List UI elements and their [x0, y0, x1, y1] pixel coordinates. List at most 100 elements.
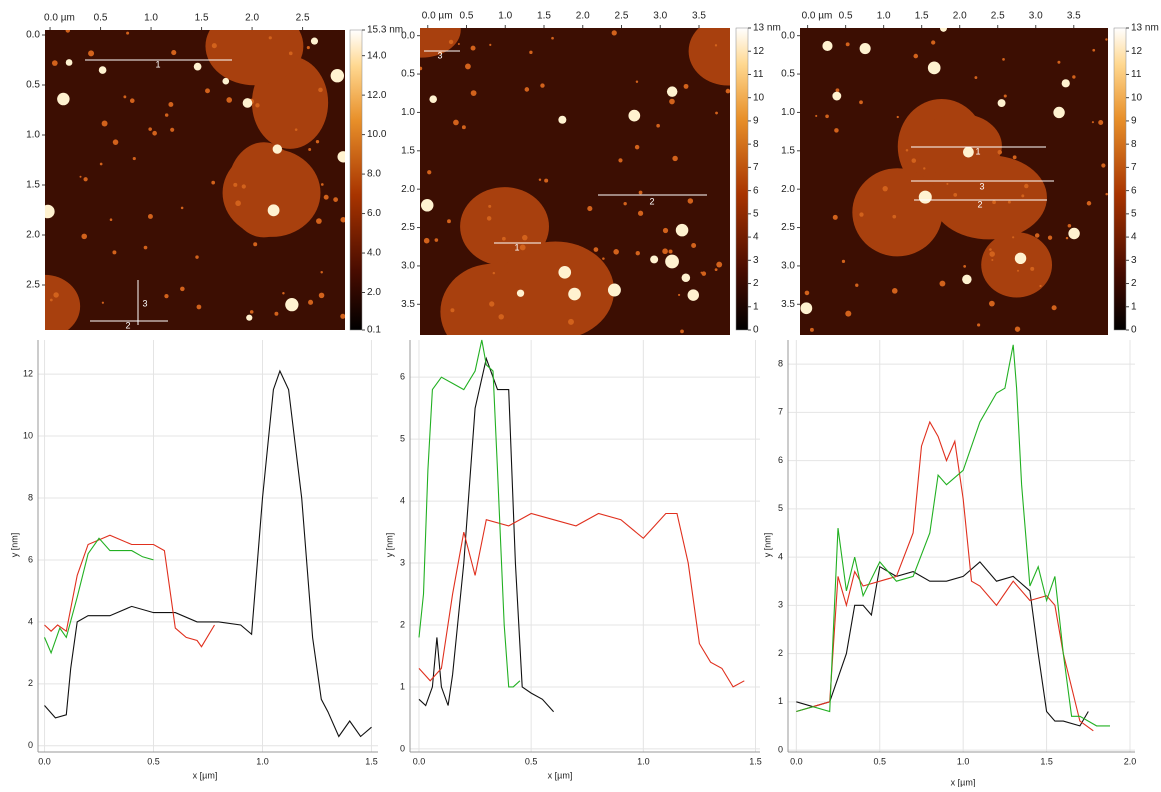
- y-tick-label: 5: [778, 503, 783, 513]
- particle: [891, 288, 898, 294]
- profile-label: 2: [649, 196, 654, 206]
- particle: [1105, 192, 1108, 196]
- particle: [923, 167, 926, 170]
- particle: [1091, 121, 1094, 124]
- particle: [687, 198, 694, 204]
- colorbar-label: 13 nm: [1131, 23, 1159, 34]
- particle: [905, 148, 909, 152]
- particle: [714, 268, 718, 272]
- x-tick-label: 1.5: [915, 11, 929, 22]
- particle: [1012, 236, 1015, 239]
- particle: [427, 170, 432, 175]
- colorbar-label: 8: [753, 139, 759, 150]
- particle: [1053, 106, 1065, 119]
- particle: [461, 125, 466, 130]
- x-tick-label: 1.5: [365, 756, 378, 766]
- particle: [57, 92, 70, 106]
- particle: [323, 194, 329, 200]
- x-tick-label: 0.5: [94, 13, 108, 24]
- particle: [683, 83, 689, 89]
- x-tick-label: 2.0: [245, 13, 259, 24]
- particle: [841, 259, 846, 264]
- x-tick-label: 0.5: [839, 11, 853, 22]
- particle: [634, 144, 640, 150]
- colorbar-label: 2: [1131, 278, 1137, 289]
- particle: [637, 210, 644, 216]
- colorbar-label: 2.0: [367, 287, 381, 298]
- colorbar-label: 4: [753, 232, 759, 243]
- particle: [180, 286, 185, 292]
- x-tick-label: 2.0: [1124, 756, 1137, 766]
- island: [496, 241, 615, 335]
- particle: [931, 40, 936, 45]
- particle: [235, 200, 241, 207]
- colorbar-label: 3: [753, 255, 759, 266]
- x-tick-label: 1.0: [498, 11, 512, 22]
- colorbar-label: 5: [753, 208, 759, 219]
- particle: [222, 77, 230, 85]
- profile-curve: [418, 512, 745, 688]
- y-tick-label: 1.5: [401, 145, 415, 156]
- particle: [1014, 326, 1021, 332]
- particle: [211, 180, 216, 185]
- x-tick-label: 0.0 µm: [44, 13, 75, 24]
- x-tick-label: 1.5: [195, 13, 209, 24]
- particle: [53, 292, 59, 298]
- colorbar-label: 7: [753, 162, 759, 173]
- y-tick-label: 8: [778, 358, 783, 368]
- particle: [101, 301, 104, 304]
- x-axis-label: x [µm]: [548, 770, 573, 780]
- colorbar-label: 11: [1131, 69, 1142, 80]
- y-tick-label: 2.5: [781, 222, 795, 233]
- particle: [666, 86, 678, 97]
- y-tick-label: 6: [400, 372, 405, 382]
- particle: [267, 204, 280, 217]
- particle: [977, 323, 981, 327]
- y-tick-label: 1.5: [781, 145, 795, 156]
- particle: [282, 292, 285, 295]
- particle: [101, 120, 108, 127]
- y-tick-label: 8: [28, 492, 33, 502]
- colorbar: [735, 27, 749, 331]
- y-tick-label: 5: [400, 434, 405, 444]
- particle: [1072, 75, 1076, 79]
- afm-image: [800, 28, 1108, 335]
- particle: [1065, 236, 1069, 240]
- particle: [168, 102, 174, 107]
- colorbar-label: 9: [1131, 116, 1137, 127]
- colorbar-label: 8: [1131, 139, 1137, 150]
- x-tick-label: 1.0: [256, 756, 269, 766]
- particle: [81, 233, 88, 240]
- particle: [448, 39, 454, 45]
- y-tick-label: 2: [778, 648, 783, 658]
- island: [45, 274, 81, 330]
- particle: [804, 290, 810, 296]
- x-tick-label: 0.0 µm: [802, 11, 833, 22]
- particle: [613, 249, 619, 255]
- particle: [558, 115, 567, 124]
- particle: [420, 66, 423, 71]
- particle: [1047, 235, 1053, 240]
- colorbar-label: 10.0: [367, 129, 387, 140]
- particle: [558, 265, 572, 279]
- particle: [701, 271, 707, 276]
- particle: [272, 144, 282, 154]
- particle: [253, 242, 258, 247]
- particle: [835, 88, 840, 93]
- island: [688, 28, 730, 86]
- profile-label: 1: [514, 242, 519, 252]
- colorbar-label: 15.3 nm: [367, 25, 403, 36]
- particle: [680, 329, 684, 334]
- island: [205, 30, 304, 86]
- particle: [997, 149, 1003, 155]
- y-axis-label: y [nm]: [762, 533, 772, 558]
- particle: [544, 178, 549, 183]
- particle: [285, 297, 299, 312]
- particle: [429, 95, 437, 103]
- particle: [953, 193, 958, 197]
- y-tick-label: 12: [23, 368, 33, 378]
- y-tick-label: 2: [400, 619, 405, 629]
- particle: [650, 255, 659, 264]
- y-tick-label: 6: [28, 554, 33, 564]
- y-tick-label: 0.0: [401, 30, 415, 41]
